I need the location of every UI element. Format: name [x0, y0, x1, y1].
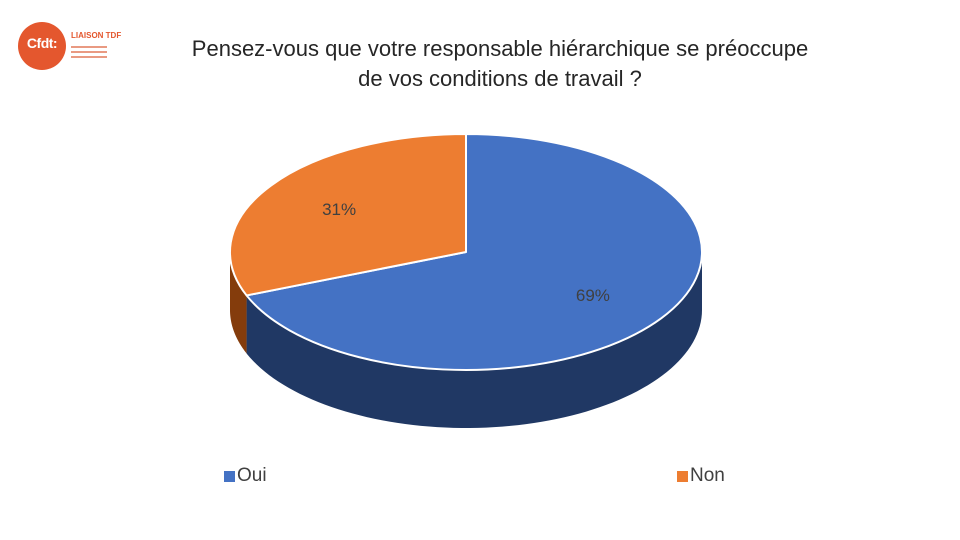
- logo-decoration: [71, 46, 107, 61]
- logo-text: Cfdt:: [26, 35, 58, 51]
- legend-item-non: Non: [677, 465, 725, 487]
- cfdt-logo: Cfdt: LIAISON TDF: [18, 22, 128, 72]
- pie-side-non: [230, 252, 247, 354]
- chart-title: Pensez-vous que votre responsable hiérar…: [120, 34, 880, 94]
- pie-side-oui: [246, 252, 702, 428]
- logo-subtext: LIAISON TDF: [71, 31, 122, 40]
- pie-slice-non: [228, 133, 467, 297]
- chart-title-line-2: de vos conditions de travail ?: [358, 66, 642, 91]
- data-label-oui: 69%: [576, 286, 610, 305]
- data-label-non: 31%: [322, 200, 356, 219]
- legend-swatch-oui: [224, 470, 235, 482]
- chart-title-line-1: Pensez-vous que votre responsable hiérar…: [191, 36, 809, 61]
- legend-label-non: Non: [690, 465, 725, 486]
- legend-swatch-non: [677, 470, 688, 482]
- logo-circle: [18, 22, 66, 70]
- pie-slice-oui: [245, 133, 703, 371]
- legend-item-oui: Oui: [224, 465, 267, 487]
- legend-label-oui: Oui: [237, 465, 267, 486]
